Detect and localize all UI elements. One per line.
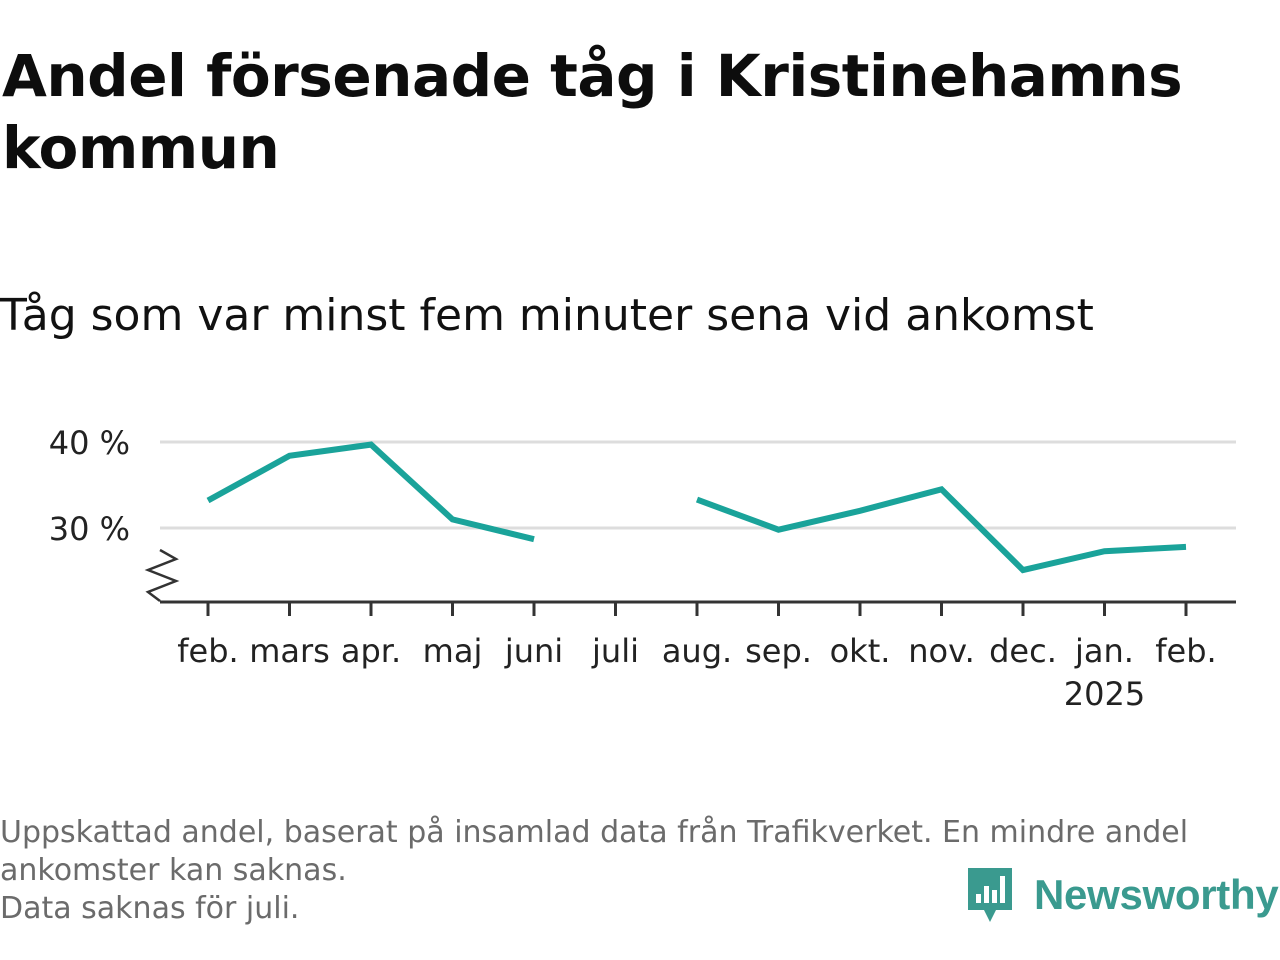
x-tick-label: feb.	[1155, 632, 1216, 670]
axis-break-icon	[144, 548, 180, 602]
y-tick-label: 30 %	[49, 510, 130, 548]
x-tick-label: dec.	[989, 632, 1057, 670]
y-tick-labels: 30 % 40 %	[49, 424, 130, 548]
x-tick-labels: feb. mars apr. maj juni juli aug. sep. okt. nov. d…	[177, 632, 1216, 713]
gridlines	[160, 440, 1236, 530]
x-tick-label: juni	[504, 632, 563, 670]
x-tick-label: aug.	[662, 632, 732, 670]
x-tick-label: juli	[591, 632, 639, 670]
x-tick-label: maj	[423, 632, 483, 670]
newsworthy-wordmark: Newsworthy	[1034, 871, 1279, 918]
x-tick-label: mars	[249, 632, 330, 670]
x-tick-label: nov.	[908, 632, 974, 670]
data-series	[206, 441, 1187, 574]
footnote: Uppskattad andel, baserat på insamlad da…	[0, 814, 1270, 928]
x-tick-label: apr.	[341, 632, 401, 670]
x-tick-label: sep.	[745, 632, 812, 670]
x-tick-label: okt.	[830, 632, 891, 670]
footnote-line-2: ankomster kan saknas.	[0, 853, 347, 888]
series-line-segment	[206, 441, 535, 543]
x-year-label: 2025	[1064, 675, 1145, 713]
chart-subtitle: Tåg som var minst fem minuter sena vid a…	[0, 290, 1094, 341]
x-tick-label: jan.	[1074, 632, 1134, 670]
x-tick-label: feb.	[177, 632, 238, 670]
footnote-line-1: Uppskattad andel, baserat på insamlad da…	[0, 815, 1189, 850]
newsworthy-logo: Newsworthy	[964, 864, 1279, 926]
y-tick-label: 40 %	[49, 424, 130, 462]
newsworthy-icon	[968, 868, 1012, 922]
series-line-segment	[695, 485, 1187, 574]
footnote-line-3: Data saknas för juli.	[0, 891, 300, 926]
x-ticks	[206, 602, 1188, 616]
chart-title: Andel försenade tåg i Kristinehamns komm…	[2, 42, 1183, 182]
